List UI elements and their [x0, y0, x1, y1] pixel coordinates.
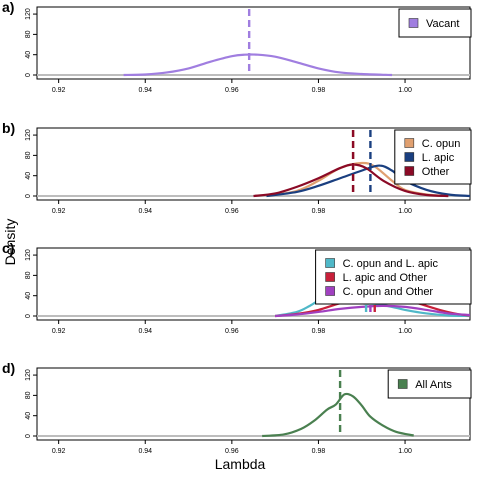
- x-tick-label: 0.92: [52, 328, 66, 335]
- panel-label: b): [2, 120, 15, 136]
- x-tick-label: 0.98: [312, 448, 326, 455]
- panel-1: a) 0 40 80 120 0.92 0.94 0.96 0.98 1.00 Vacant: [2, 0, 472, 94]
- density-curve-1: [262, 392, 414, 438]
- x-tick-label: 0.96: [225, 448, 239, 455]
- x-tick-label: 0.96: [225, 328, 239, 335]
- legend-swatch: [325, 286, 335, 296]
- y-tick-label: 0: [25, 73, 32, 77]
- panel-4: d) 0 40 80 120 0.92 0.94 0.96 0.98 1.00 All Ants: [2, 360, 472, 455]
- legend-label: Other: [422, 166, 450, 178]
- x-tick-label: 0.98: [312, 87, 326, 94]
- x-tick-label: 1.00: [398, 87, 412, 94]
- density-curve-3: [275, 304, 470, 318]
- panel-label: a): [2, 0, 14, 15]
- legend-label: C. opun: [422, 138, 461, 150]
- legend-label: C. opun and Other: [343, 286, 434, 298]
- y-tick-label: 40: [25, 51, 32, 59]
- curves-group: [253, 130, 470, 198]
- figure-ylabel: Density: [2, 219, 18, 266]
- x-tick-label: 0.98: [312, 208, 326, 215]
- x-tick-label: 0.92: [52, 208, 66, 215]
- y-tick-label: 80: [25, 151, 32, 159]
- legend: All Ants: [387, 369, 472, 399]
- x-tick-label: 0.92: [52, 448, 66, 455]
- legend: C. opun and L. apic L. apic and Other C. o…: [315, 249, 472, 305]
- y-tick-label: 120: [25, 369, 32, 381]
- legend-label: Vacant: [426, 18, 459, 30]
- x-tick-label: 0.94: [138, 328, 152, 335]
- y-tick-label: 120: [25, 8, 32, 20]
- y-tick-label: 80: [25, 391, 32, 399]
- y-tick-label: 0: [25, 194, 32, 198]
- y-tick-label: 80: [25, 271, 32, 279]
- legend-label: All Ants: [415, 379, 452, 391]
- density-curve-1: [123, 53, 393, 77]
- x-tick-label: 0.96: [225, 208, 239, 215]
- legend-label: C. opun and L. apic: [343, 258, 439, 270]
- x-tick-label: 0.94: [138, 87, 152, 94]
- y-tick-label: 120: [25, 129, 32, 141]
- legend-swatch: [325, 258, 335, 268]
- x-tick-label: 0.96: [225, 87, 239, 94]
- x-tick-label: 1.00: [398, 328, 412, 335]
- panel-label: d): [2, 360, 15, 376]
- legend: C. opun L. apic Other: [394, 129, 472, 185]
- legend-swatch: [397, 379, 408, 389]
- panel-3: c) 0 40 80 120 0.92 0.94 0.96 0.98 1.00 C. opun an…: [2, 240, 472, 335]
- y-tick-label: 0: [25, 434, 32, 438]
- y-tick-label: 40: [25, 172, 32, 180]
- x-tick-label: 0.94: [138, 208, 152, 215]
- curves-group: [262, 370, 414, 438]
- curves-group: [123, 9, 393, 77]
- y-tick-label: 120: [25, 249, 32, 261]
- x-tick-label: 1.00: [398, 208, 412, 215]
- x-tick-label: 0.98: [312, 328, 326, 335]
- legend-swatch: [404, 152, 415, 162]
- plot-frame: [36, 367, 471, 441]
- x-tick-label: 0.94: [138, 448, 152, 455]
- x-tick-label: 0.92: [52, 87, 66, 94]
- x-tick-label: 1.00: [398, 448, 412, 455]
- legend-box: [315, 249, 472, 305]
- legend-swatch: [404, 138, 415, 148]
- legend: Vacant: [398, 8, 472, 38]
- legend-swatch: [408, 18, 419, 28]
- legend-swatch: [325, 272, 335, 282]
- y-tick-label: 0: [25, 314, 32, 318]
- figure-xlabel: Lambda: [215, 456, 266, 472]
- y-tick-label: 80: [25, 30, 32, 38]
- legend-label: L. apic and Other: [343, 272, 428, 284]
- y-tick-label: 40: [25, 292, 32, 300]
- legend-swatch: [404, 166, 415, 176]
- density-curve-2: [266, 164, 470, 198]
- panel-label: c): [2, 240, 14, 256]
- legend-label: L. apic: [422, 152, 455, 164]
- panel-2: b) 0 40 80 120 0.92 0.94 0.96 0.98 1.00 C. opun L. …: [2, 120, 472, 215]
- y-tick-label: 40: [25, 412, 32, 420]
- plot-frame: [36, 6, 471, 80]
- panels-group: a) 0 40 80 120 0.92 0.94 0.96 0.98 1.00 Vacant b) 0 4…: [2, 0, 472, 455]
